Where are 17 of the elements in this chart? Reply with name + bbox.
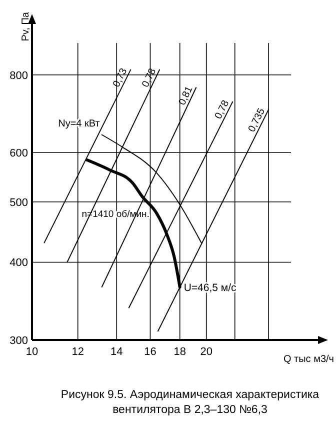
y-tick-label: 400	[10, 257, 28, 270]
x-axis-title: Q тыс м3/ч	[283, 354, 334, 365]
y-tick-label: 300	[10, 335, 28, 347]
text: 0,81	[176, 84, 196, 108]
y-tick-label: 800	[10, 70, 28, 82]
y-tick-label: 500	[10, 196, 28, 209]
y-axis-title: Pv, Па	[20, 12, 32, 42]
x-tick-label: 14	[110, 346, 123, 358]
y-tick-label: 600	[10, 148, 28, 160]
x-tick-label: 16	[144, 346, 156, 358]
text: 0,735	[246, 106, 268, 134]
text: Рисунок 9.5. Аэродинамическая характеристика вентилятора В 2,3–130 №6,3	[60, 389, 320, 416]
x-tick-label: 12	[72, 346, 84, 358]
text: 0,78	[213, 98, 232, 121]
x-tick-label: 20	[200, 346, 212, 358]
x-tick-label: 18	[174, 346, 186, 358]
x-tick-label: 10	[26, 346, 38, 358]
